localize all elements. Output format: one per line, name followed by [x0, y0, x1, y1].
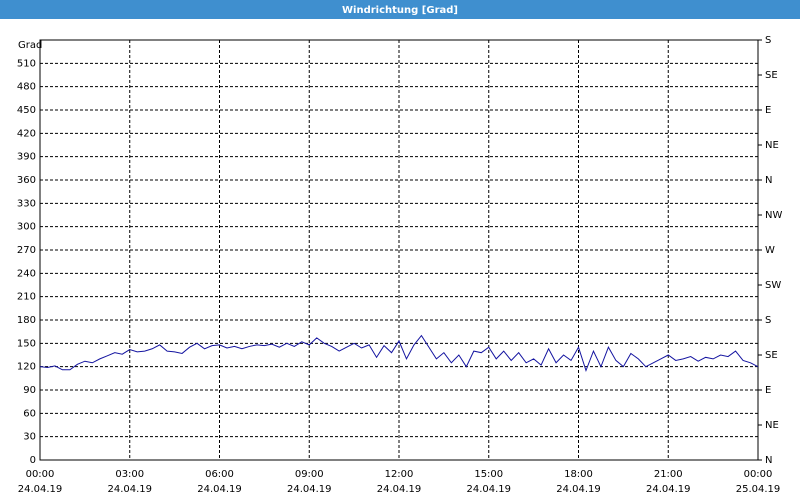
- y-tick-label: 390: [17, 152, 36, 163]
- y2-tick-label: E: [765, 385, 771, 396]
- y-tick-label: 300: [17, 222, 36, 233]
- y-tick-label: 180: [17, 315, 36, 326]
- x-tick-date: 24.04.19: [18, 484, 63, 495]
- x-tick-label: 21:00: [654, 469, 683, 480]
- x-tick-label: 15:00: [474, 469, 503, 480]
- x-tick-label: 03:00: [115, 469, 144, 480]
- y2-tick-label: SW: [765, 280, 781, 291]
- y-tick-label: 480: [17, 82, 36, 93]
- y2-tick-label: NE: [765, 140, 779, 151]
- y2-tick-label: NW: [765, 210, 782, 221]
- y-tick-label: 60: [23, 408, 36, 419]
- x-tick-label: 00:00: [26, 469, 55, 480]
- x-tick-label: 18:00: [564, 469, 593, 480]
- y-tick-label: 270: [17, 245, 36, 256]
- y2-tick-label: S: [765, 315, 771, 326]
- x-tick-date: 24.04.19: [377, 484, 422, 495]
- y2-tick-label: W: [765, 245, 775, 256]
- title-bar: [0, 0, 800, 19]
- y-tick-label: 420: [17, 128, 36, 139]
- y-tick-label: 510: [17, 58, 36, 69]
- x-tick-label: 12:00: [385, 469, 414, 480]
- y-tick-label: 450: [17, 105, 36, 116]
- y2-tick-label: SE: [765, 70, 778, 81]
- y2-tick-label: S: [765, 35, 771, 46]
- y2-tick-label: SE: [765, 350, 778, 361]
- x-tick-date: 24.04.19: [646, 484, 691, 495]
- x-tick-label: 06:00: [205, 469, 234, 480]
- x-tick-label: 00:00: [744, 469, 773, 480]
- y-tick-label: 90: [23, 385, 36, 396]
- y-tick-label: 210: [17, 292, 36, 303]
- x-tick-date: 24.04.19: [556, 484, 601, 495]
- chart-title: Windrichtung [Grad]: [342, 5, 458, 16]
- y-tick-label: 240: [17, 268, 36, 279]
- x-tick-date: 24.04.19: [107, 484, 152, 495]
- y2-tick-label: N: [765, 455, 772, 466]
- y-tick-label: 120: [17, 362, 36, 373]
- y-tick-label: 330: [17, 198, 36, 209]
- y2-tick-label: E: [765, 105, 771, 116]
- y-tick-label: 30: [23, 432, 36, 443]
- x-tick-date: 24.04.19: [287, 484, 332, 495]
- data-line: [39, 334, 759, 373]
- y-tick-label: 0: [30, 455, 36, 466]
- x-tick-label: 09:00: [295, 469, 324, 480]
- y-tick-label: 360: [17, 175, 36, 186]
- x-tick-date: 24.04.19: [466, 484, 511, 495]
- x-tick-date: 24.04.19: [197, 484, 242, 495]
- y2-tick-label: N: [765, 175, 772, 186]
- y-tick-label: 150: [17, 338, 36, 349]
- x-tick-date: 25.04.19: [736, 484, 781, 495]
- y-axis-label: Grad: [18, 40, 42, 51]
- y2-tick-label: NE: [765, 420, 779, 431]
